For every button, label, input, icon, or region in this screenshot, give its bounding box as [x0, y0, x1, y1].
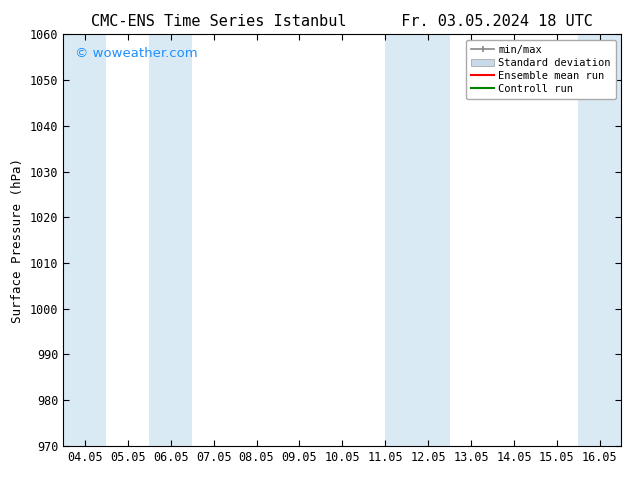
Bar	[385, 34, 450, 446]
Bar	[63, 34, 107, 446]
Bar	[578, 34, 621, 446]
Text: © woweather.com: © woweather.com	[75, 47, 197, 60]
Title: CMC-ENS Time Series Istanbul      Fr. 03.05.2024 18 UTC: CMC-ENS Time Series Istanbul Fr. 03.05.2…	[91, 14, 593, 29]
Legend: min/max, Standard deviation, Ensemble mean run, Controll run: min/max, Standard deviation, Ensemble me…	[466, 40, 616, 99]
Y-axis label: Surface Pressure (hPa): Surface Pressure (hPa)	[11, 158, 25, 322]
Bar	[149, 34, 192, 446]
